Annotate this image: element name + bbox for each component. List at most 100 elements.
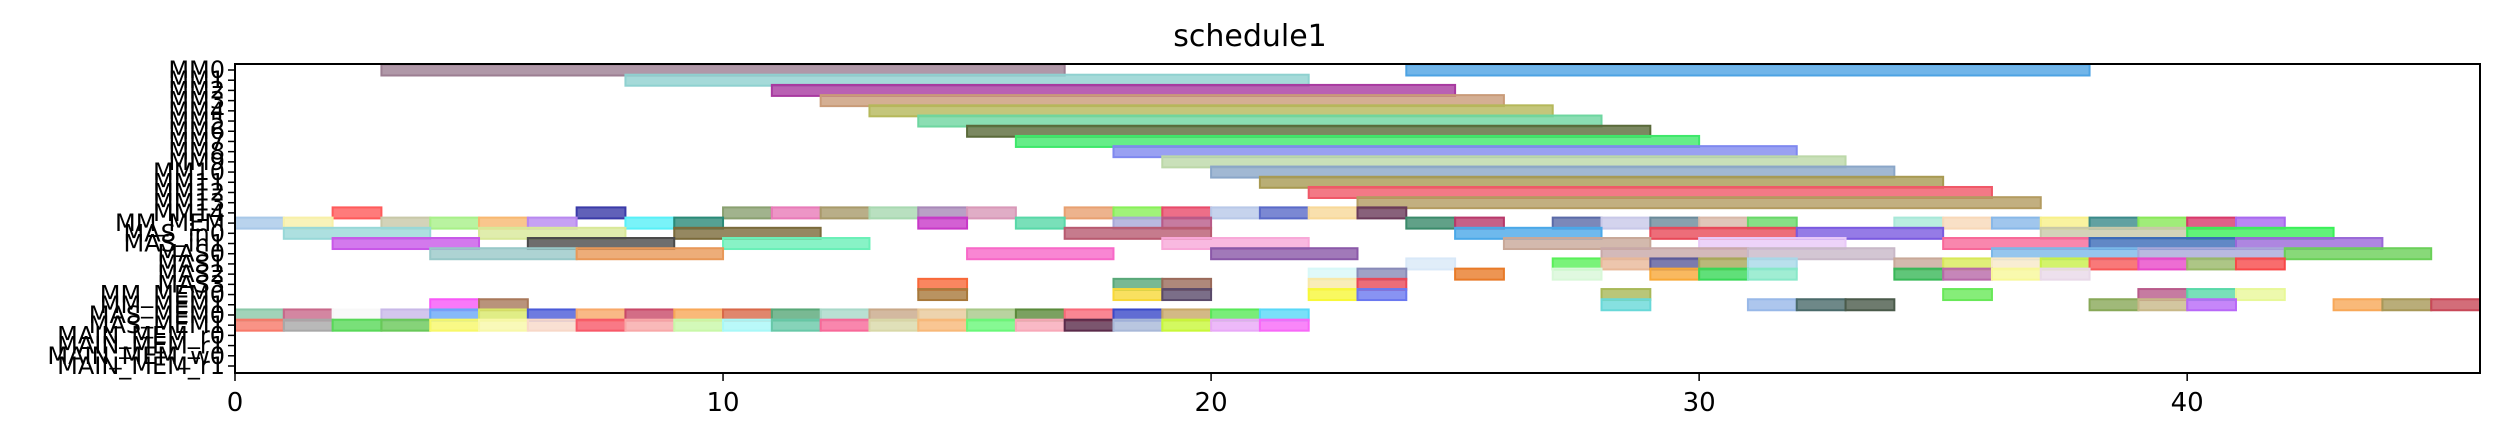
x-tick-label: 30 bbox=[1683, 388, 1716, 418]
plot-frame bbox=[234, 63, 2481, 374]
task-bar bbox=[1356, 206, 1408, 220]
task-bar bbox=[1795, 226, 1945, 240]
y-tick-label: MM7 bbox=[168, 127, 225, 155]
task-bar bbox=[1014, 216, 1066, 230]
task-bar bbox=[1600, 216, 1652, 230]
y-tick-label: MM12 bbox=[153, 178, 225, 206]
task-bar bbox=[819, 206, 871, 220]
task-bar bbox=[1014, 318, 1066, 332]
task-bar bbox=[1746, 298, 1798, 312]
y-tick-label: MM0 bbox=[168, 56, 225, 84]
y-tick-label: MAS_in0 bbox=[123, 219, 225, 247]
task-bar bbox=[1746, 247, 1896, 261]
task-bar bbox=[722, 206, 773, 220]
task-bar bbox=[1746, 267, 1798, 281]
y-tick-label: MM_MEM bbox=[115, 209, 225, 237]
task-bar bbox=[2137, 257, 2189, 271]
task-bar bbox=[2186, 298, 2237, 312]
task-bar bbox=[819, 318, 871, 332]
task-bar bbox=[1990, 216, 2042, 230]
y-tick-label: MAS2 bbox=[157, 260, 225, 288]
task-bar bbox=[1063, 206, 1115, 220]
task-bar bbox=[380, 318, 432, 332]
task-bar bbox=[1161, 288, 1213, 302]
y-tick-label: MAIN_MEM_w0 bbox=[47, 342, 225, 370]
task-bar bbox=[1405, 216, 1457, 230]
y-tick-label: MM14 bbox=[153, 199, 225, 227]
task-bar bbox=[1942, 267, 1993, 281]
task-bar bbox=[429, 318, 481, 332]
task-bar bbox=[2283, 247, 2433, 261]
task-bar bbox=[1356, 288, 1408, 302]
task-bar bbox=[1942, 216, 1993, 230]
x-tick-label: 20 bbox=[1195, 388, 1228, 418]
task-bar bbox=[966, 206, 1017, 220]
task-bar bbox=[1698, 267, 1749, 281]
task-bar bbox=[1502, 237, 1652, 251]
task-bar bbox=[673, 318, 725, 332]
y-tick-label: MM6 bbox=[168, 117, 225, 145]
task-bar bbox=[2137, 298, 2189, 312]
task-bar bbox=[1307, 288, 1359, 302]
task-bar bbox=[1600, 298, 1652, 312]
task-bar bbox=[1112, 318, 1164, 332]
y-tick-label: MM11 bbox=[153, 168, 225, 196]
task-bar bbox=[1893, 267, 1945, 281]
task-bar bbox=[282, 318, 334, 332]
task-bar bbox=[1307, 206, 1359, 220]
task-bar bbox=[331, 318, 383, 332]
y-tick-label: MM2 bbox=[168, 76, 225, 104]
y-tick-label: MAS3 bbox=[157, 270, 225, 298]
task-bar bbox=[868, 318, 920, 332]
task-bar bbox=[526, 318, 578, 332]
y-tick-label: MAS0 bbox=[157, 240, 225, 268]
task-bar bbox=[1258, 206, 1310, 220]
task-bar bbox=[1210, 206, 1261, 220]
y-tick-label: MAS1 bbox=[157, 250, 225, 278]
task-bar bbox=[2234, 288, 2286, 302]
task-bar bbox=[1649, 267, 1701, 281]
y-tick-label: MM_MEM0 bbox=[100, 281, 225, 309]
task-bar bbox=[2039, 267, 2091, 281]
y-tick-label: MAIN_MEM_r0 bbox=[57, 321, 225, 349]
y-tick-label: MAIN_MEM_r1 bbox=[57, 352, 225, 380]
task-bar bbox=[2234, 257, 2286, 271]
y-tick-label: MM10 bbox=[153, 158, 225, 186]
y-tick-label: MAS_MEM0 bbox=[89, 301, 225, 329]
task-bar bbox=[722, 318, 773, 332]
task-bar bbox=[331, 206, 383, 220]
task-bar bbox=[2088, 257, 2140, 271]
task-bar bbox=[624, 318, 676, 332]
task-bar bbox=[1063, 226, 1213, 240]
task-bar bbox=[966, 247, 1115, 261]
y-tick-label: MM13 bbox=[153, 189, 225, 217]
task-bar bbox=[1990, 267, 2042, 281]
task-bar bbox=[1161, 318, 1213, 332]
task-bar bbox=[429, 247, 578, 261]
x-tick-label: 0 bbox=[227, 388, 244, 418]
task-bar bbox=[1405, 257, 1457, 271]
x-tick-label: 10 bbox=[706, 388, 739, 418]
x-tick-label: 40 bbox=[2171, 388, 2204, 418]
task-bar bbox=[1942, 288, 1993, 302]
task-bar bbox=[575, 206, 627, 220]
task-bar bbox=[2088, 298, 2140, 312]
y-tick-label: MM5 bbox=[168, 107, 225, 135]
task-bar bbox=[1600, 257, 1652, 271]
task-bar bbox=[917, 318, 969, 332]
task-bar bbox=[2332, 298, 2384, 312]
task-bar bbox=[1210, 247, 1359, 261]
task-bar bbox=[1844, 298, 1896, 312]
task-bar bbox=[770, 206, 822, 220]
task-bar bbox=[2430, 298, 2481, 312]
task-bar bbox=[1405, 63, 2091, 77]
task-bar bbox=[868, 206, 920, 220]
task-bar bbox=[429, 216, 481, 230]
task-bar bbox=[478, 318, 529, 332]
task-bar bbox=[917, 288, 969, 302]
task-bar bbox=[917, 216, 969, 230]
task-bar bbox=[1258, 318, 1310, 332]
task-bar bbox=[1454, 267, 1505, 281]
task-bar bbox=[234, 318, 285, 332]
